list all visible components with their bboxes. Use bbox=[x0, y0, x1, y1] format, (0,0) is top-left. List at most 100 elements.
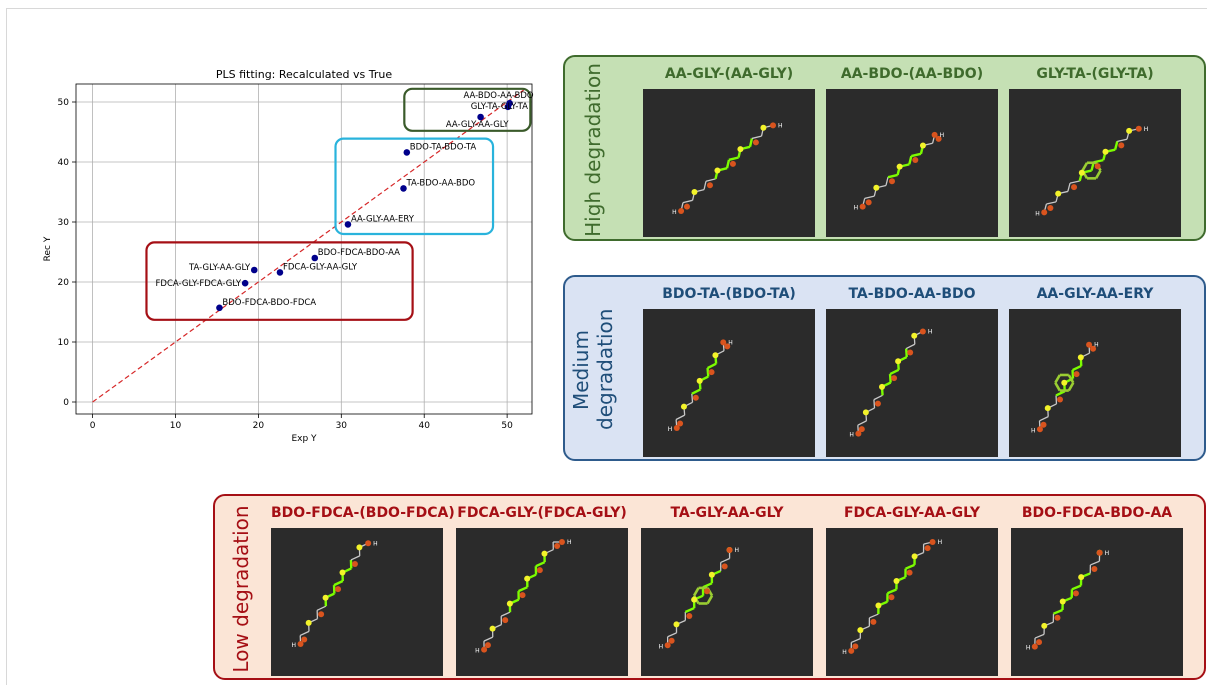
molecule-card: FDCA-GLY-AA-GLY H H bbox=[826, 504, 998, 676]
molecule-end-atom bbox=[481, 647, 487, 653]
molecule-bond bbox=[858, 421, 867, 425]
panel-title: Medium degradation bbox=[569, 310, 617, 430]
molecule-bond bbox=[536, 562, 545, 566]
molecule-end-atom bbox=[674, 425, 680, 431]
molecule-atom-label: H bbox=[928, 328, 933, 335]
molecule-structure: HH bbox=[1009, 309, 1181, 457]
molecule-bond bbox=[721, 559, 730, 563]
molecule-ring-bond bbox=[708, 596, 713, 604]
molecule-atom-label: H bbox=[475, 648, 480, 655]
molecule-end-atom bbox=[930, 539, 936, 545]
y-tick-label: 20 bbox=[58, 278, 70, 288]
molecule-structure: HH bbox=[826, 309, 998, 457]
molecule-oxygen-atom bbox=[888, 594, 894, 600]
x-tick-label: 10 bbox=[170, 421, 182, 431]
molecule-carbonyl-atom bbox=[714, 168, 720, 174]
molecule-oxygen-atom bbox=[352, 561, 358, 567]
data-label: TA-GLY-AA-GLY bbox=[188, 263, 251, 273]
molecule-ring-bond bbox=[1069, 383, 1074, 391]
data-label: AA-GLY-AA-ERY bbox=[351, 214, 415, 224]
molecule-structure: HH bbox=[826, 89, 998, 237]
molecule-bond bbox=[874, 400, 875, 408]
molecule-carbonyl-atom bbox=[490, 626, 496, 632]
molecule-oxygen-atom bbox=[502, 617, 508, 623]
molecule-image: HH bbox=[643, 89, 815, 237]
molecule-card: BDO-FDCA-(BDO-FDCA) H H bbox=[271, 504, 443, 676]
molecule-carbonyl-atom bbox=[323, 595, 329, 601]
molecule-end-atom bbox=[848, 648, 854, 654]
data-label: BDO-FDCA-BDO-AA bbox=[318, 248, 400, 258]
x-tick-label: 30 bbox=[336, 421, 348, 431]
molecule-card: GLY-TA-(GLY-TA) H H bbox=[1009, 65, 1181, 237]
molecule-oxygen-atom bbox=[912, 157, 918, 163]
molecule-bond bbox=[519, 587, 528, 591]
data-label: AA-BDO-AA-BDO bbox=[463, 91, 533, 101]
molecule-ring-bond bbox=[1083, 163, 1088, 171]
molecule-oxygen-atom bbox=[1073, 590, 1079, 596]
molecule-bond bbox=[909, 156, 911, 164]
molecule-oxygen-atom bbox=[1047, 205, 1053, 211]
molecule-image: HH bbox=[826, 89, 998, 237]
molecule-carbonyl-atom bbox=[737, 146, 743, 152]
molecule-carbonyl-atom bbox=[911, 333, 917, 339]
molecule-oxygen-atom bbox=[709, 369, 715, 375]
molecule-oxygen-atom bbox=[686, 613, 692, 619]
molecule-oxygen-atom bbox=[335, 586, 341, 592]
molecule-atom-label: H bbox=[1105, 550, 1110, 557]
y-tick-label: 40 bbox=[58, 158, 70, 168]
molecule-atom-label: H bbox=[672, 209, 677, 216]
molecule-oxygen-atom bbox=[1054, 615, 1060, 621]
molecule-end-atom bbox=[860, 204, 866, 210]
molecule-carbonyl-atom bbox=[1102, 149, 1108, 155]
molecule-carbonyl-atom bbox=[356, 544, 362, 550]
data-point bbox=[251, 267, 258, 274]
molecule-structure: HH bbox=[456, 528, 628, 676]
molecule-bond bbox=[890, 370, 899, 374]
molecule-bond bbox=[865, 196, 875, 198]
panel-title: High degradation bbox=[582, 63, 604, 237]
molecule-carbonyl-atom bbox=[709, 572, 715, 578]
molecule-oxygen-atom bbox=[866, 199, 872, 205]
molecule-bond bbox=[692, 394, 693, 402]
molecule-carbonyl-atom bbox=[760, 125, 766, 131]
molecule-bond bbox=[1090, 561, 1099, 565]
molecule-bond bbox=[1068, 183, 1070, 191]
molecule-end-atom bbox=[298, 641, 304, 647]
molecule-image: HH bbox=[271, 528, 443, 676]
molecule-structure: HH bbox=[271, 528, 443, 676]
data-label: AA-GLY-AA-GLY bbox=[446, 120, 510, 130]
molecule-bond bbox=[668, 633, 677, 637]
molecule-bond bbox=[706, 179, 716, 181]
molecule-card: AA-BDO-(AA-BDO) H H bbox=[826, 65, 998, 237]
x-axis-label: Exp Y bbox=[291, 434, 317, 444]
molecule-end-atom bbox=[559, 539, 565, 545]
molecule-bond bbox=[683, 200, 693, 202]
molecule-oxygen-atom bbox=[684, 204, 690, 210]
molecule-end-atom bbox=[1136, 126, 1142, 132]
molecule-oxygen-atom bbox=[554, 543, 560, 549]
molecule-end-atom bbox=[932, 132, 938, 138]
molecule-carbonyl-atom bbox=[712, 352, 718, 358]
molecule-atom-label: H bbox=[735, 547, 740, 554]
panel-medium-degradation: Medium degradation BDO-TA-(BDO-TA) H H TA-B… bbox=[563, 275, 1206, 461]
molecule-atom-label: H bbox=[1144, 126, 1149, 133]
molecule-oxygen-atom bbox=[693, 395, 699, 401]
molecule-carbonyl-atom bbox=[875, 603, 881, 609]
molecule-structure: HH bbox=[643, 309, 815, 457]
molecule-oxygen-atom bbox=[1071, 184, 1077, 190]
molecule-carbonyl-atom bbox=[897, 164, 903, 170]
chart-title: PLS fitting: Recalculated vs True bbox=[216, 68, 392, 81]
molecule-bond bbox=[750, 138, 752, 146]
molecule-end-atom bbox=[920, 328, 926, 334]
molecule-atom-label: H bbox=[659, 643, 664, 650]
molecule-carbonyl-atom bbox=[1079, 170, 1085, 176]
molecule-end-atom bbox=[855, 431, 861, 437]
molecule-end-atom bbox=[1097, 550, 1103, 556]
molecule-carbonyl-atom bbox=[895, 358, 901, 364]
molecule-oxygen-atom bbox=[870, 619, 876, 625]
molecule-oxygen-atom bbox=[852, 643, 858, 649]
